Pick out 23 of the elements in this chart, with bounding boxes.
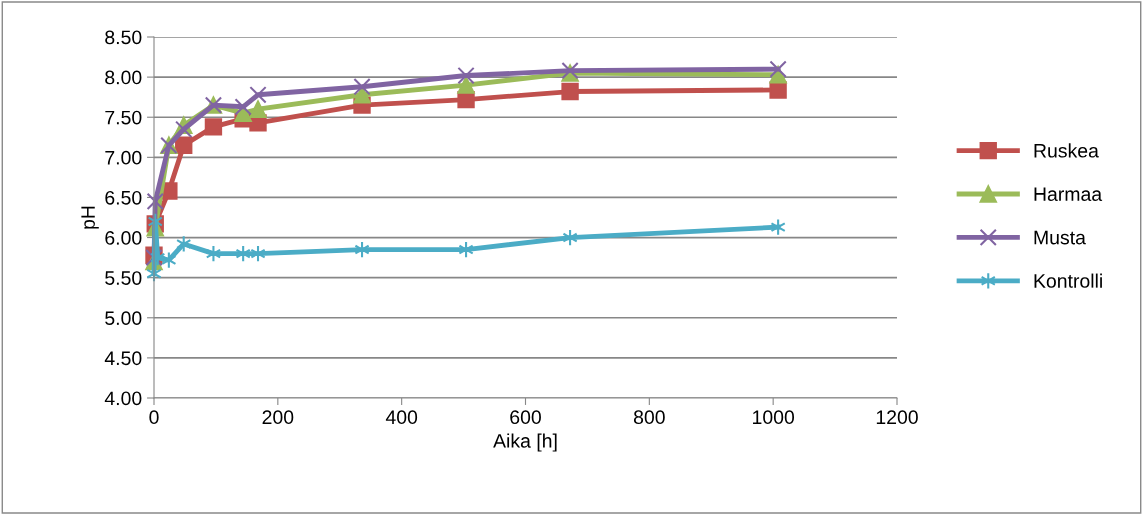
- x-tick-label: 400: [385, 410, 418, 425]
- x-tick-label: 1200: [876, 410, 918, 425]
- y-tick-label: 4.00: [104, 391, 142, 406]
- y-tick-label: 7.00: [105, 150, 142, 165]
- y-tick-label: 8.00: [105, 70, 142, 85]
- x-tick-label: 0: [149, 410, 159, 425]
- legend-label: Musta: [1034, 230, 1086, 245]
- y-axis-title: pH: [81, 206, 99, 229]
- y-tick-label: 6.50: [105, 190, 142, 205]
- legend-label: Harmaa: [1034, 187, 1103, 202]
- y-tick-label: 4.50: [104, 351, 142, 366]
- y-tick-label: 6.00: [105, 231, 142, 245]
- x-tick-label: 1000: [753, 410, 795, 425]
- y-tick-label: 7.50: [105, 110, 142, 125]
- x-axis-title: Aika [h]: [493, 433, 557, 452]
- legend-label: Kontrolli: [1034, 273, 1102, 288]
- x-tick-label: 800: [633, 410, 665, 425]
- x-tick-label: 200: [262, 410, 294, 425]
- y-tick-label: 8.50: [105, 30, 142, 45]
- y-tick-label: 5.50: [105, 271, 142, 285]
- x-tick-label: 600: [510, 410, 541, 425]
- y-tick-label: 5.00: [105, 311, 142, 326]
- legend-label: Ruskea: [1034, 143, 1099, 158]
